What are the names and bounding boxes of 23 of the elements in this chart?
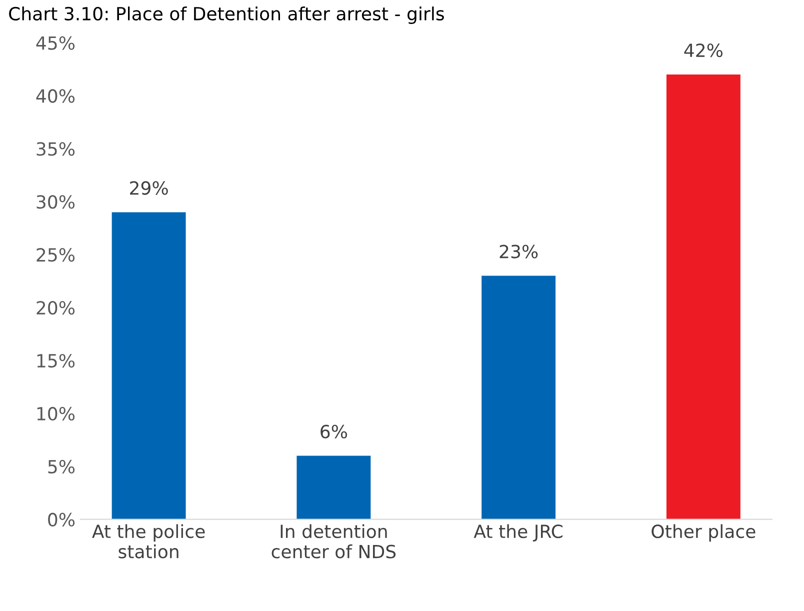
data-label: 6% [320, 424, 348, 438]
data-label: 42% [684, 44, 723, 58]
data-label: 23% [500, 244, 538, 258]
y-tick-label: 0% [48, 512, 75, 526]
y-tick-label: 5% [48, 460, 75, 474]
y-tick-label: 30% [36, 195, 75, 209]
y-tick-label: 10% [37, 406, 75, 421]
y-tick-label: 45% [36, 36, 75, 50]
chart-title: Chart 3.10: Place of Detention after arrest - girls [9, 6, 444, 24]
data-label: 29% [130, 181, 168, 195]
y-tick-label: 25% [36, 248, 75, 262]
x-tick-label: At the JRC [474, 524, 562, 542]
y-tick-label: 35% [36, 142, 75, 156]
bar [296, 456, 371, 520]
bar [112, 212, 186, 520]
bar [482, 276, 556, 520]
bar [666, 74, 740, 520]
x-tick-label: In detention center of NDS [272, 524, 396, 558]
y-tick-label: 20% [36, 300, 75, 315]
y-tick-label: 40% [36, 89, 75, 103]
y-tick-label: 15% [37, 354, 75, 368]
x-tick-label: At the police station [92, 524, 205, 558]
x-tick-label: Other place [652, 524, 756, 542]
